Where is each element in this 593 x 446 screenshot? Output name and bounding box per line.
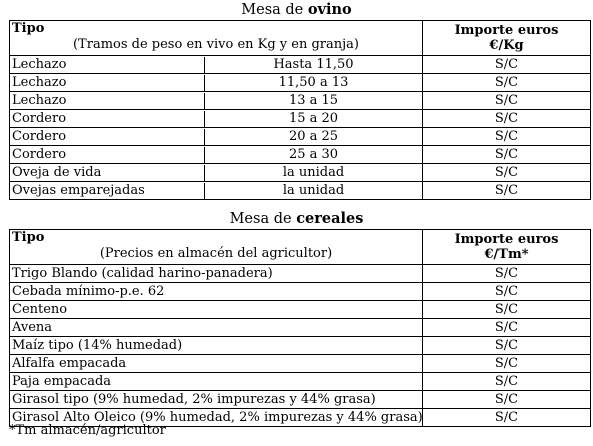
cereales-tipo: Alfalfa empacada <box>9 354 423 373</box>
ovino-header-subtitle: (Tramos de peso en vivo en Kg y en granj… <box>72 37 359 52</box>
table-row: Lechazo 11,50 a 13 S/C <box>9 73 591 92</box>
cereales-tipo: Maíz tipo (14% humedad) <box>9 336 423 355</box>
ovino-header-tipo: Tipo <box>12 21 45 37</box>
ovino-tipo: Cordero <box>11 128 205 145</box>
ovino-rango: 13 a 15 <box>288 92 339 108</box>
cereales-tipo: Trigo Blando (calidad harino-panadera) <box>9 264 423 283</box>
ovino-tipo-cell: Cordero 25 a 30 <box>9 145 423 164</box>
cereales-title-prefix: Mesa de <box>229 211 297 227</box>
table-row: Ovejas emparejadas la unidad S/C <box>9 181 591 200</box>
table-row: Cebada mínimo-p.e. 62 S/C <box>9 282 591 301</box>
cereales-header-subtitle: (Precios en almacén del agricultor) <box>99 246 333 261</box>
ovino-header-importe-cell: Importe euros €/Kg <box>422 20 591 56</box>
ovino-title-prefix: Mesa de <box>241 2 308 18</box>
cereales-tipo: Girasol Alto Oleico (9% humedad, 2% impu… <box>9 408 423 427</box>
table-row: Alfalfa empacada S/C <box>9 354 591 373</box>
table-row: Lechazo Hasta 11,50 S/C <box>9 55 591 74</box>
cereales-importe: S/C <box>422 408 591 427</box>
table-row: Trigo Blando (calidad harino-panadera) S/… <box>9 264 591 283</box>
table-row: Lechazo 13 a 15 S/C <box>9 91 591 110</box>
ovino-header-row: Tipo (Tramos de peso en vivo en Kg y en … <box>9 20 591 56</box>
table-row: Girasol Alto Oleico (9% humedad, 2% impu… <box>9 408 591 427</box>
cereales-header-row: Tipo (Precios en almacén del agricultor)… <box>9 229 591 265</box>
ovino-rango: 25 a 30 <box>288 146 339 162</box>
ovino-importe: S/C <box>422 109 591 128</box>
table-row: Paja empacada S/C <box>9 372 591 391</box>
ovino-importe: S/C <box>422 55 591 74</box>
cereales-tipo: Centeno <box>9 300 423 319</box>
ovino-tipo-cell: Oveja de vida la unidad <box>9 163 423 182</box>
ovino-rango: la unidad <box>282 182 345 198</box>
ovino-importe: S/C <box>422 145 591 164</box>
ovino-rango: la unidad <box>282 164 345 180</box>
cereales-tipo: Avena <box>9 318 423 337</box>
cereales-header-tipo-cell: Tipo (Precios en almacén del agricultor) <box>9 229 423 265</box>
cereales-importe: S/C <box>422 282 591 301</box>
table-row: Cordero 15 a 20 S/C <box>9 109 591 128</box>
ovino-title-bold: ovino <box>307 1 352 18</box>
ovino-tipo: Oveja de vida <box>11 164 205 181</box>
ovino-header-unit: €/Kg <box>489 38 524 53</box>
ovino-header-tipo-cell: Tipo (Tramos de peso en vivo en Kg y en … <box>9 20 423 56</box>
ovino-tipo-cell: Lechazo 13 a 15 <box>9 91 423 110</box>
table-row: Girasol tipo (9% humedad, 2% impurezas y… <box>9 390 591 409</box>
ovino-tipo-cell: Ovejas emparejadas la unidad <box>9 181 423 200</box>
cereales-header-importe: Importe euros <box>454 232 559 247</box>
footnote: *Tm almacén/agricultor <box>9 423 166 438</box>
table-row: Centeno S/C <box>9 300 591 319</box>
cereales-tipo: Cebada mínimo-p.e. 62 <box>9 282 423 301</box>
ovino-tipo-cell: Cordero 15 a 20 <box>9 109 423 128</box>
cereales-tipo: Girasol tipo (9% humedad, 2% impurezas y… <box>9 390 423 409</box>
cereales-importe: S/C <box>422 264 591 283</box>
cereales-importe: S/C <box>422 390 591 409</box>
ovino-tipo-cell: Lechazo 11,50 a 13 <box>9 73 423 92</box>
ovino-rango: 15 a 20 <box>288 110 339 126</box>
ovino-tipo: Lechazo <box>11 92 205 109</box>
table-row: Avena S/C <box>9 318 591 337</box>
ovino-rango: Hasta 11,50 <box>273 56 354 72</box>
ovino-importe: S/C <box>422 163 591 182</box>
ovino-importe: S/C <box>422 181 591 200</box>
cereales-table: Tipo (Precios en almacén del agricultor)… <box>9 229 591 427</box>
ovino-tipo-cell: Cordero 20 a 25 <box>9 127 423 146</box>
ovino-tipo: Ovejas emparejadas <box>11 182 205 199</box>
cereales-header-importe-cell: Importe euros €/Tm* <box>422 229 591 265</box>
ovino-importe: S/C <box>422 127 591 146</box>
ovino-tipo-cell: Lechazo Hasta 11,50 <box>9 55 423 74</box>
cereales-importe: S/C <box>422 372 591 391</box>
cereales-title-bold: cereales <box>296 210 364 227</box>
ovino-tipo: Lechazo <box>11 56 205 73</box>
cereales-title: Mesa de cereales <box>0 210 593 227</box>
cereales-importe: S/C <box>422 300 591 319</box>
ovino-rango: 20 a 25 <box>288 128 339 144</box>
table-row: Cordero 25 a 30 S/C <box>9 145 591 164</box>
table-row: Cordero 20 a 25 S/C <box>9 127 591 146</box>
cereales-header-tipo: Tipo <box>12 230 45 246</box>
ovino-importe: S/C <box>422 91 591 110</box>
ovino-tipo: Cordero <box>11 146 205 163</box>
table-row: Maíz tipo (14% humedad) S/C <box>9 336 591 355</box>
ovino-tipo: Lechazo <box>11 74 205 91</box>
cereales-importe: S/C <box>422 336 591 355</box>
cereales-header-unit: €/Tm* <box>484 247 529 262</box>
cereales-tipo: Paja empacada <box>9 372 423 391</box>
ovino-tipo: Cordero <box>11 110 205 127</box>
ovino-title: Mesa de ovino <box>0 1 593 18</box>
table-row: Oveja de vida la unidad S/C <box>9 163 591 182</box>
ovino-rango: 11,50 a 13 <box>278 74 349 90</box>
ovino-importe: S/C <box>422 73 591 92</box>
cereales-importe: S/C <box>422 354 591 373</box>
ovino-header-importe: Importe euros <box>454 23 559 38</box>
cereales-importe: S/C <box>422 318 591 337</box>
ovino-table: Tipo (Tramos de peso en vivo en Kg y en … <box>9 20 591 200</box>
